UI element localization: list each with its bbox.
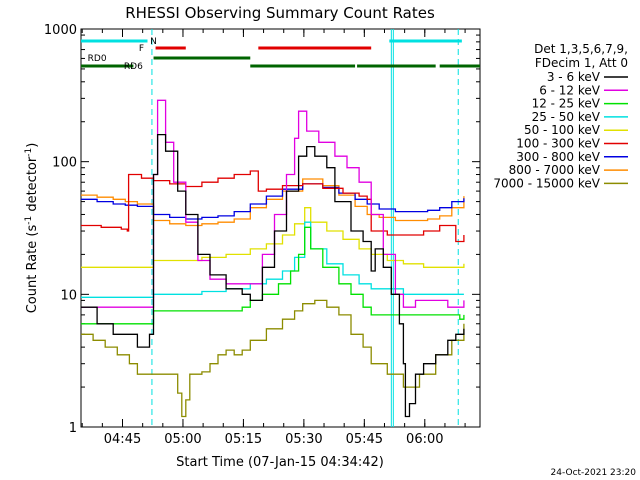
y-axis-label-sup2: -1: [24, 148, 34, 157]
legend-label: 6 - 12 keV: [539, 83, 601, 97]
x-tick-label: 05:45: [346, 432, 383, 447]
status-bars: NF RD0 RD6: [81, 37, 480, 72]
series-line-3-6-kev: [81, 133, 465, 418]
series-line-50-100-kev: [81, 207, 465, 268]
x-tick-label: 06:00: [406, 432, 443, 447]
y-tick-label: 1000: [44, 23, 77, 38]
chart-title: RHESSI Observing Summary Count Rates: [125, 4, 435, 22]
y-axis-label-main: Count Rate (s: [25, 225, 40, 314]
series-line-300-800-kev: [81, 183, 465, 220]
legend-label: 7000 - 15000 keV: [493, 176, 600, 190]
legend: Det 1,3,5,6,7,9, FDecim 1, Att 0 3 - 6 k…: [493, 42, 628, 190]
y-axis-label-sup1: -1: [24, 216, 34, 225]
x-axis-label: Start Time (07-Jan-15 04:34:42): [176, 455, 384, 470]
x-tick-label: 05:00: [164, 432, 201, 447]
legend-label: 50 - 100 keV: [524, 123, 601, 137]
axis-ticks: [81, 28, 480, 428]
series-line-100-300-kev: [81, 170, 465, 243]
y-tick-label: 10: [60, 288, 77, 303]
series-line-25-50-kev: [81, 221, 464, 298]
legend-header-line-1: Det 1,3,5,6,7,9,: [534, 42, 628, 56]
x-tick-label: 05:30: [285, 432, 322, 447]
series-lines: [81, 99, 465, 418]
legend-label: 100 - 300 keV: [516, 137, 600, 151]
legend-header-line-2: FDecim 1, Att 0: [535, 56, 628, 70]
y-tick-label: 1: [69, 421, 77, 436]
axis-tick-labels: 04:45 05:00 05:15 05:30 05:45 06:00 1 10 100 1000: [44, 23, 444, 447]
legend-label: 300 - 800 keV: [516, 150, 600, 164]
x-tick-label: 05:15: [225, 432, 262, 447]
saa-markers: [151, 29, 459, 427]
timestamp: 24-Oct-2021 23:20: [551, 468, 637, 478]
status-bar-label-rd0: RD0: [88, 54, 107, 64]
y-axis-label-mid: detector: [25, 156, 40, 216]
series-line-800-7000-kev: [81, 178, 465, 227]
legend-label: 3 - 6 keV: [547, 70, 601, 84]
legend-label: 25 - 50 keV: [532, 110, 601, 124]
series-line-7000-15000-kev: [81, 299, 465, 418]
y-axis-label-end: ): [25, 143, 40, 148]
legend-label: 800 - 7000 keV: [509, 163, 601, 177]
y-tick-label: 100: [52, 156, 77, 171]
status-bar-label-f: F: [139, 44, 144, 54]
plot-area: [80, 28, 481, 428]
status-bar-label-rd6: RD6: [124, 62, 143, 72]
status-bar-label-n: N: [150, 37, 157, 47]
legend-label: 12 - 25 keV: [532, 97, 601, 111]
x-tick-label: 04:45: [104, 432, 141, 447]
series-line-12-25-kev: [81, 226, 465, 325]
y-axis-label: Count Rate (s-1 detector-1): [24, 143, 40, 314]
series-line-6-12-kev: [81, 99, 465, 308]
